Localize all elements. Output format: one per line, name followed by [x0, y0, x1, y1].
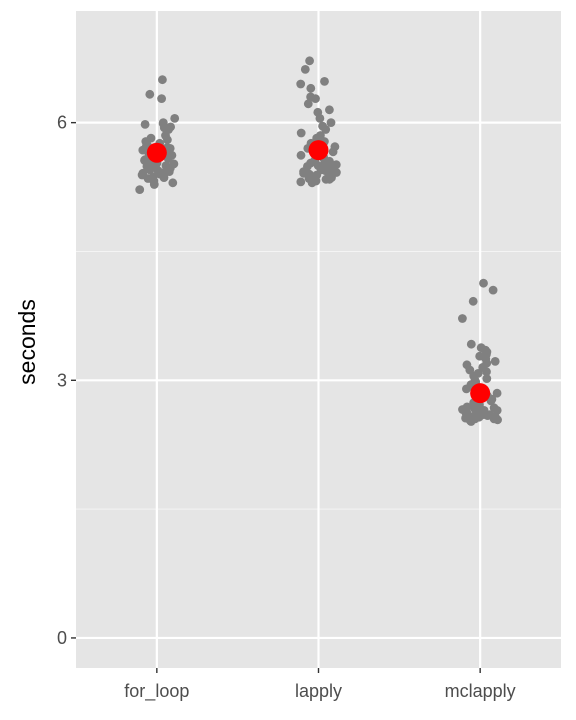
data-point — [332, 168, 341, 177]
tick-labels: 0 3 6 for_loop lapply mclapply — [57, 113, 516, 702]
data-point — [303, 99, 313, 109]
data-point — [159, 173, 169, 183]
data-point — [296, 79, 306, 89]
x-tick-label: for_loop — [124, 681, 189, 702]
mean-point — [470, 383, 491, 404]
data-point — [145, 89, 155, 99]
data-point — [466, 417, 476, 426]
data-point — [326, 118, 336, 127]
data-point — [466, 339, 476, 349]
data-point — [163, 135, 172, 145]
data-point — [324, 171, 334, 181]
data-point — [296, 177, 306, 187]
data-point — [482, 374, 492, 383]
data-point — [482, 367, 491, 377]
data-point — [306, 83, 316, 93]
data-point — [325, 105, 334, 115]
data-point — [458, 314, 467, 323]
data-point — [478, 410, 488, 419]
grid-lines — [76, 11, 561, 668]
data-point — [315, 114, 325, 123]
mean-point — [308, 140, 329, 161]
data-point — [149, 180, 159, 189]
data-point — [492, 388, 502, 398]
data-point — [296, 150, 306, 160]
y-axis-title: seconds — [14, 299, 40, 385]
data-point — [170, 114, 180, 123]
data-points — [135, 56, 502, 426]
data-point — [328, 147, 338, 157]
data-point — [140, 120, 150, 129]
data-point — [492, 406, 502, 415]
mean-markers — [146, 140, 491, 404]
y-tick-label: 6 — [57, 113, 67, 133]
data-point — [300, 65, 310, 74]
data-point — [479, 278, 488, 288]
mean-point — [146, 142, 167, 163]
data-point — [320, 77, 329, 86]
data-point — [311, 94, 320, 103]
data-point — [305, 56, 314, 66]
data-point — [168, 178, 178, 188]
y-tick-label: 3 — [57, 370, 67, 390]
data-point — [158, 75, 167, 85]
axis-ticks — [71, 121, 481, 673]
data-point — [490, 357, 500, 366]
data-point — [462, 384, 471, 394]
data-point — [135, 185, 145, 195]
data-point — [145, 165, 155, 175]
data-point — [486, 396, 496, 406]
x-tick-label: mclapply — [445, 681, 516, 701]
data-point — [321, 125, 331, 134]
data-point — [488, 285, 498, 295]
data-point — [468, 296, 478, 306]
data-point — [296, 128, 306, 138]
data-point — [163, 154, 173, 164]
data-point — [157, 94, 167, 103]
x-tick-label: lapply — [295, 681, 342, 701]
data-point — [307, 178, 317, 188]
data-point — [493, 415, 502, 425]
y-tick-label: 0 — [57, 628, 67, 648]
